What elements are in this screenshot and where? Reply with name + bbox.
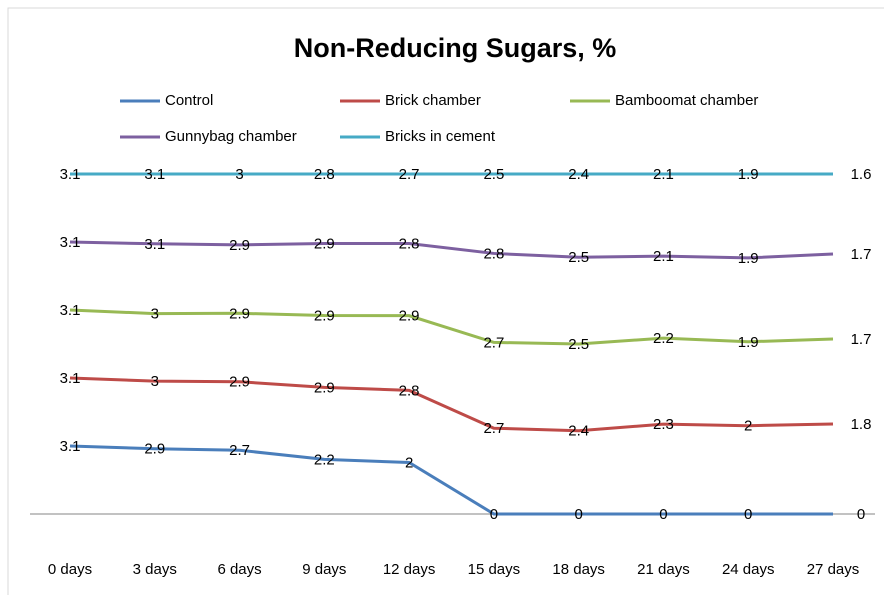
- data-label: 2.9: [229, 305, 250, 322]
- data-label: 2.7: [483, 420, 504, 437]
- data-label: 2.9: [144, 441, 165, 458]
- legend-label: Gunnybag chamber: [165, 128, 297, 145]
- data-label: 2.8: [483, 245, 504, 262]
- x-tick-label: 15 days: [468, 561, 521, 578]
- data-label: 2.5: [568, 249, 589, 266]
- x-tick-label: 18 days: [552, 561, 605, 578]
- data-label: 0: [490, 506, 498, 523]
- data-label: 0: [659, 506, 667, 523]
- data-label: 2.8: [399, 382, 420, 399]
- data-label: 2: [744, 418, 752, 435]
- x-tick-label: 24 days: [722, 561, 775, 578]
- x-tick-label: 0 days: [48, 561, 92, 578]
- data-label: 2.7: [399, 166, 420, 183]
- x-tick-label: 27 days: [807, 561, 860, 578]
- data-label: 2.2: [314, 451, 335, 468]
- legend-label: Brick chamber: [385, 92, 481, 109]
- data-label: 2.2: [653, 330, 674, 347]
- data-label: 2.4: [568, 166, 589, 183]
- data-label: 1.7: [851, 331, 872, 348]
- x-tick-label: 3 days: [133, 561, 177, 578]
- data-label: 2.9: [229, 374, 250, 391]
- data-label: 3: [151, 306, 159, 323]
- data-label: 2: [405, 454, 413, 471]
- data-label: 3.1: [144, 166, 165, 183]
- data-label: 3.1: [144, 236, 165, 253]
- data-label: 3.1: [60, 234, 81, 251]
- data-label: 2.9: [229, 237, 250, 254]
- data-label: 2.3: [653, 416, 674, 433]
- series-line: [69, 444, 833, 516]
- legend-label: Bamboomat chamber: [615, 92, 758, 109]
- x-tick-label: 6 days: [217, 561, 261, 578]
- x-tick-label: 9 days: [302, 561, 346, 578]
- legend-label: Bricks in cement: [385, 128, 496, 145]
- data-label: 2.5: [568, 336, 589, 353]
- data-label: 3.1: [60, 302, 81, 319]
- data-label: 2.1: [653, 248, 674, 265]
- data-label: 1.8: [851, 416, 872, 433]
- x-tick-label: 21 days: [637, 561, 690, 578]
- data-label: 2.1: [653, 166, 674, 183]
- data-label: 2.9: [314, 235, 335, 252]
- data-label: 0: [744, 506, 752, 523]
- data-label: 2.9: [314, 307, 335, 324]
- data-label: 1.9: [738, 334, 759, 351]
- legend-label: Control: [165, 92, 213, 109]
- data-label: 0: [857, 506, 865, 523]
- data-label: 2.9: [314, 379, 335, 396]
- data-label: 3.1: [60, 370, 81, 387]
- data-label: 2.7: [229, 442, 250, 459]
- data-label: 0: [574, 506, 582, 523]
- data-label: 2.7: [483, 334, 504, 351]
- x-tick-label: 12 days: [383, 561, 436, 578]
- data-label: 2.5: [483, 166, 504, 183]
- data-label: 1.7: [851, 246, 872, 263]
- chart-frame: [7, 7, 884, 595]
- data-label: 3.1: [60, 438, 81, 455]
- data-label: 3: [235, 166, 243, 183]
- data-label: 2.8: [314, 166, 335, 183]
- data-label: 3: [151, 373, 159, 390]
- data-label: 2.4: [568, 423, 589, 440]
- data-label: 2.9: [399, 308, 420, 325]
- series-line: [69, 376, 834, 433]
- series-line: [69, 240, 834, 260]
- series-line: [69, 308, 834, 346]
- chart-title: Non-Reducing Sugars, %: [294, 33, 617, 63]
- data-label: 1.9: [738, 250, 759, 267]
- data-label: 1.6: [851, 166, 872, 183]
- data-label: 1.9: [738, 166, 759, 183]
- data-label: 2.8: [399, 236, 420, 253]
- data-label: 3.1: [60, 166, 81, 183]
